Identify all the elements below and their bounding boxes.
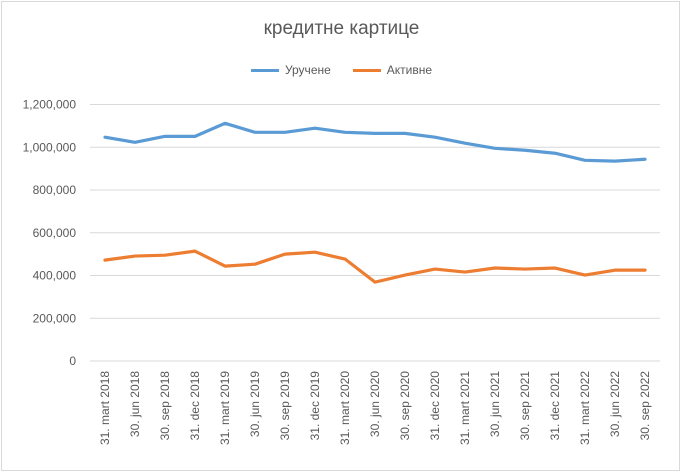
legend-item-1: Активне [352, 63, 433, 77]
y-tick-label: 800,000 [33, 183, 77, 197]
x-tick-label: 30. sep 2020 [398, 371, 412, 441]
x-tick-label: 31. mart 2018 [98, 371, 112, 445]
x-tick-label: 31. dec 2020 [428, 371, 442, 441]
x-tick-label: 31. mart 2020 [338, 371, 352, 445]
legend-swatch-1 [352, 68, 381, 72]
series-line-0 [103, 121, 647, 163]
x-tick-label: 30. sep 2018 [158, 371, 172, 441]
x-tick-label: 30. jun 2018 [128, 371, 142, 437]
x-tick-label: 31. mart 2022 [578, 371, 592, 445]
x-tick-label: 31. dec 2018 [188, 371, 202, 441]
legend: Уручене Активне [0, 63, 683, 77]
x-tick-label: 30. sep 2022 [638, 371, 652, 441]
chart-title: кредитне картице [263, 18, 420, 39]
legend-label-0: Уручене [284, 63, 331, 77]
x-tick-label: 31. dec 2019 [308, 371, 322, 441]
x-tick-label: 31. mart 2019 [218, 371, 232, 445]
x-tick-label: 31. mart 2021 [458, 371, 472, 445]
x-tick-label: 30. jun 2021 [488, 371, 502, 437]
x-tick-label: 30. sep 2021 [518, 371, 532, 441]
series-line-1 [103, 249, 647, 284]
x-tick-label: 30. jun 2020 [368, 371, 382, 437]
x-tick-label: 30. jun 2022 [608, 371, 622, 437]
y-tick-label: 1,000,000 [23, 140, 77, 154]
legend-item-0: Уручене [250, 63, 331, 77]
x-tick-label: 31. dec 2021 [548, 371, 562, 441]
y-tick-label: 1,200,000 [23, 98, 77, 112]
x-tick-label: 30. jun 2019 [248, 371, 262, 437]
y-tick-label: 0 [69, 354, 76, 368]
y-tick-label: 200,000 [33, 311, 77, 325]
legend-swatch-0 [250, 68, 279, 72]
y-tick-label: 600,000 [33, 226, 77, 240]
legend-label-1: Активне [386, 63, 433, 77]
x-tick-label: 30. sep 2019 [278, 371, 292, 441]
y-tick-label: 400,000 [33, 269, 77, 283]
